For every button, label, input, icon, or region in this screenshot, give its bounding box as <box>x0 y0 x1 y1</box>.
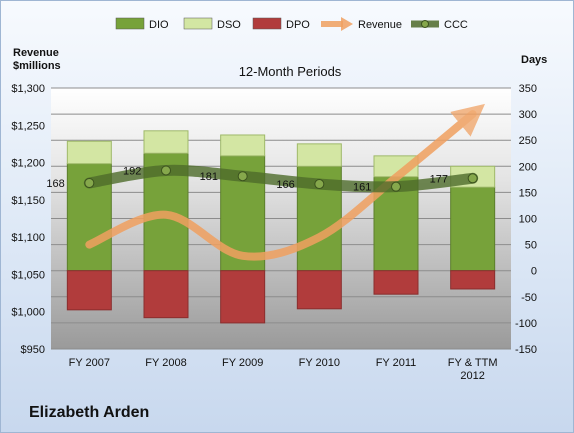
series-lines: 168 192 181 166 161 177 <box>46 103 485 261</box>
left-tick-label-7: $1,300 <box>11 83 45 95</box>
left-tick-label-2: $1,050 <box>11 269 45 281</box>
axes: $950 $1,000 $1,050 $1,100 $1,150 $1,200 $1,250… <box>11 83 537 382</box>
legend-label-dso: DSO <box>217 19 241 31</box>
category-label-5-line-2: 2012 <box>460 370 484 382</box>
bar-dso-2 <box>220 134 266 157</box>
right-tick-label-2: -50 <box>521 292 537 304</box>
legend-swatch-dio <box>115 17 145 30</box>
category-label-1: FY 2008 <box>145 357 186 369</box>
left-tick-label-1: $1,000 <box>11 307 45 319</box>
left-tick-label-6: $1,250 <box>11 120 45 132</box>
legend: DIO DSO DPO Revenue CCC <box>115 17 468 31</box>
category-label-5: FY & TTM <box>448 357 498 369</box>
bar-dso-1 <box>143 130 189 154</box>
legend-swatch-dso <box>183 17 213 30</box>
legend-marker-ccc <box>421 20 429 28</box>
chart-title: 12-Month Periods <box>239 64 342 79</box>
company-name: Elizabeth Arden <box>29 404 150 421</box>
right-tick-label-1: -100 <box>515 318 537 330</box>
right-tick-label-5: 100 <box>519 214 537 226</box>
ccc-label-3: 166 <box>276 179 294 191</box>
left-axis-title-line-1: Revenue <box>13 47 59 59</box>
gridlines <box>51 87 511 350</box>
right-tick-label-4: 50 <box>525 240 537 252</box>
legend-label-dio: DIO <box>149 19 169 31</box>
bar-dpo-5 <box>450 270 496 290</box>
ccc-point-2 <box>237 171 248 182</box>
ccc-label-5: 177 <box>430 173 448 185</box>
bars <box>66 130 496 324</box>
right-tick-label-8: 250 <box>519 135 537 147</box>
legend-label-ccc: CCC <box>444 19 468 31</box>
category-label-3: FY 2010 <box>299 357 340 369</box>
bar-dso-3 <box>296 143 342 167</box>
ccc-line <box>83 164 479 193</box>
legend-label-dpo: DPO <box>286 19 310 31</box>
category-label-0: FY 2007 <box>69 357 110 369</box>
bar-dpo-1 <box>143 270 189 319</box>
ccc-label-1: 192 <box>123 165 141 177</box>
bar-dpo-4 <box>373 270 419 295</box>
left-tick-label-5: $1,200 <box>11 158 45 170</box>
category-label-2: FY 2009 <box>222 357 263 369</box>
right-tick-label-9: 300 <box>519 109 537 121</box>
ccc-label-2: 181 <box>200 171 218 183</box>
left-axis-title-line-2: $millions <box>13 60 61 72</box>
bar-dpo-2 <box>220 270 266 324</box>
legend-label-revenue: Revenue <box>358 19 402 31</box>
right-tick-label-3: 0 <box>531 266 537 278</box>
right-tick-label-7: 200 <box>519 161 537 173</box>
bar-dio-5 <box>450 186 496 272</box>
ccc-point-4 <box>391 181 401 192</box>
right-axis-title: Days <box>521 54 548 66</box>
left-tick-label-3: $1,100 <box>11 232 45 244</box>
ccc-label-4: 161 <box>353 182 371 194</box>
ccc-point-0 <box>84 178 95 189</box>
bar-dso-0 <box>66 140 112 165</box>
left-axis-title: Revenue $millions <box>13 47 61 73</box>
ccc-point-1 <box>161 165 171 176</box>
ccc-point-5 <box>467 173 478 184</box>
left-tick-label-4: $1,150 <box>11 195 45 207</box>
right-tick-label-10: 350 <box>519 83 537 95</box>
bar-dpo-3 <box>296 270 342 310</box>
right-tick-label-6: 150 <box>519 187 537 199</box>
category-label-4: FY 2011 <box>376 357 417 369</box>
left-tick-label-0: $950 <box>21 344 45 356</box>
legend-arrowhead-revenue <box>341 17 353 31</box>
right-tick-label-0: -150 <box>515 344 537 356</box>
ccc-label-0: 168 <box>46 178 64 190</box>
legend-swatch-dpo <box>252 17 282 30</box>
revenue-line <box>85 103 485 261</box>
ccc-point-3 <box>314 179 325 190</box>
bar-dpo-0 <box>66 270 112 311</box>
